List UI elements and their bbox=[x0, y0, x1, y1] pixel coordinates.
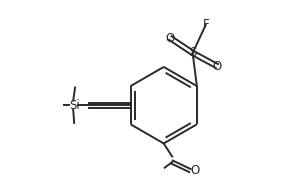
Text: Si: Si bbox=[69, 99, 79, 112]
Text: O: O bbox=[166, 32, 175, 45]
Text: O: O bbox=[190, 164, 199, 177]
Text: O: O bbox=[212, 60, 222, 73]
Text: F: F bbox=[202, 18, 209, 31]
Text: S: S bbox=[189, 46, 196, 59]
